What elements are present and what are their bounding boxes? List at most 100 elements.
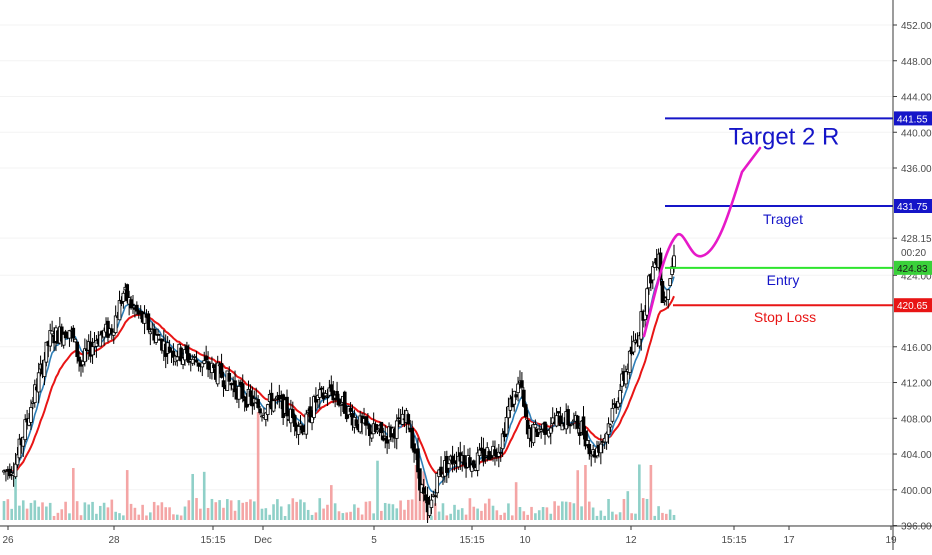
- price-tick-label: 408.00: [901, 414, 932, 425]
- candle-body: [581, 416, 586, 436]
- volume-bar: [526, 514, 529, 520]
- candle-body: [520, 380, 524, 388]
- candle-body: [175, 356, 180, 361]
- volume-bar: [322, 508, 325, 520]
- volume-bar: [333, 503, 337, 520]
- volume-bar: [457, 509, 460, 520]
- candle-body: [323, 393, 328, 397]
- volume-bar: [460, 508, 464, 520]
- candle-body: [639, 311, 644, 340]
- volume-bar: [630, 513, 633, 520]
- candle-body: [543, 421, 547, 435]
- volume-bar: [518, 507, 522, 520]
- volume-bar: [634, 513, 637, 520]
- volume-bar: [664, 513, 668, 520]
- price-flag-label: 420.65: [897, 301, 928, 312]
- candle-body: [61, 334, 66, 346]
- volume-bar: [252, 501, 256, 520]
- volume-bar: [641, 498, 645, 520]
- volume-bar: [60, 509, 64, 520]
- volume-bar: [491, 505, 495, 520]
- candle-body: [248, 390, 253, 397]
- volume-bar: [179, 515, 183, 520]
- candle-body: [77, 356, 81, 362]
- volume-bar: [349, 511, 352, 520]
- candle-body: [325, 396, 330, 399]
- price-tick-label: 412.00: [901, 379, 932, 390]
- volume-bar: [399, 500, 402, 520]
- candle-body: [462, 455, 466, 465]
- candle-body: [427, 503, 432, 516]
- time-tick-label: 15:15: [200, 535, 225, 546]
- candle-body: [433, 495, 438, 498]
- candle-body: [618, 390, 622, 404]
- candle-body: [17, 438, 22, 459]
- volume-bar: [403, 509, 406, 520]
- candle-body: [522, 389, 526, 407]
- candle-body: [496, 451, 501, 457]
- volume-bar: [503, 512, 506, 520]
- candle-body: [364, 416, 368, 426]
- candle-body: [637, 335, 642, 347]
- candle-body: [312, 396, 316, 418]
- volume-bar: [210, 498, 214, 520]
- candle-body: [206, 361, 210, 370]
- volume-bar: [222, 507, 225, 520]
- volume-bar: [287, 504, 291, 520]
- volume-bar: [21, 500, 25, 520]
- volume-bar: [645, 498, 649, 520]
- candle-body: [660, 280, 665, 304]
- volume-bar: [98, 505, 102, 520]
- time-tick-label: 5: [371, 535, 377, 546]
- volume-bar: [395, 508, 399, 520]
- volume-bar: [611, 511, 614, 520]
- candle-body: [167, 346, 172, 353]
- candle-body: [585, 440, 590, 445]
- volume-bar: [595, 515, 599, 520]
- candle-body: [215, 362, 220, 385]
- volume-bar: [341, 513, 345, 520]
- candle-body: [83, 348, 87, 363]
- price-tick-label: 396.00: [901, 522, 932, 533]
- price-tick-label: 428.15: [901, 234, 932, 245]
- volume-bar: [464, 514, 468, 520]
- volume-bar: [306, 509, 310, 520]
- candle-body: [23, 419, 27, 441]
- price-tick-label: 440.00: [901, 128, 932, 139]
- candle-body: [237, 385, 241, 400]
- volume-bar: [45, 506, 48, 520]
- candle-body: [229, 383, 233, 386]
- volume-bar: [410, 499, 414, 520]
- time-tick-label: Dec: [254, 535, 272, 546]
- time-tick-label: 26: [2, 535, 14, 546]
- candle-body: [342, 391, 347, 414]
- volume-bar: [480, 510, 483, 520]
- volume-bar: [591, 507, 595, 520]
- volume-bar: [122, 515, 125, 520]
- candle-body: [265, 404, 270, 415]
- volume-bar: [14, 467, 17, 520]
- price-tick-label: 416.00: [901, 343, 932, 354]
- candle-body: [258, 408, 262, 414]
- candle-body: [375, 429, 380, 433]
- candle-body: [470, 464, 474, 472]
- volume-bar: [37, 506, 40, 520]
- price-flag-label: 431.75: [897, 202, 928, 213]
- volume-bar: [541, 507, 545, 520]
- candle-body: [489, 455, 493, 459]
- candle-body: [481, 448, 486, 462]
- volume-bar: [276, 499, 279, 520]
- candle-body: [181, 357, 185, 365]
- volume-bar: [561, 501, 564, 520]
- candle-body: [67, 330, 72, 339]
- candle-body: [558, 415, 563, 427]
- volume-bar: [387, 503, 391, 520]
- target-2r-label: Target 2 R: [729, 123, 840, 150]
- volume-bar: [156, 505, 160, 520]
- candle-body: [285, 396, 289, 417]
- volume-bar: [152, 501, 156, 520]
- candle-body: [379, 421, 384, 434]
- candle-body: [583, 430, 588, 447]
- time-tick-label: 12: [625, 535, 637, 546]
